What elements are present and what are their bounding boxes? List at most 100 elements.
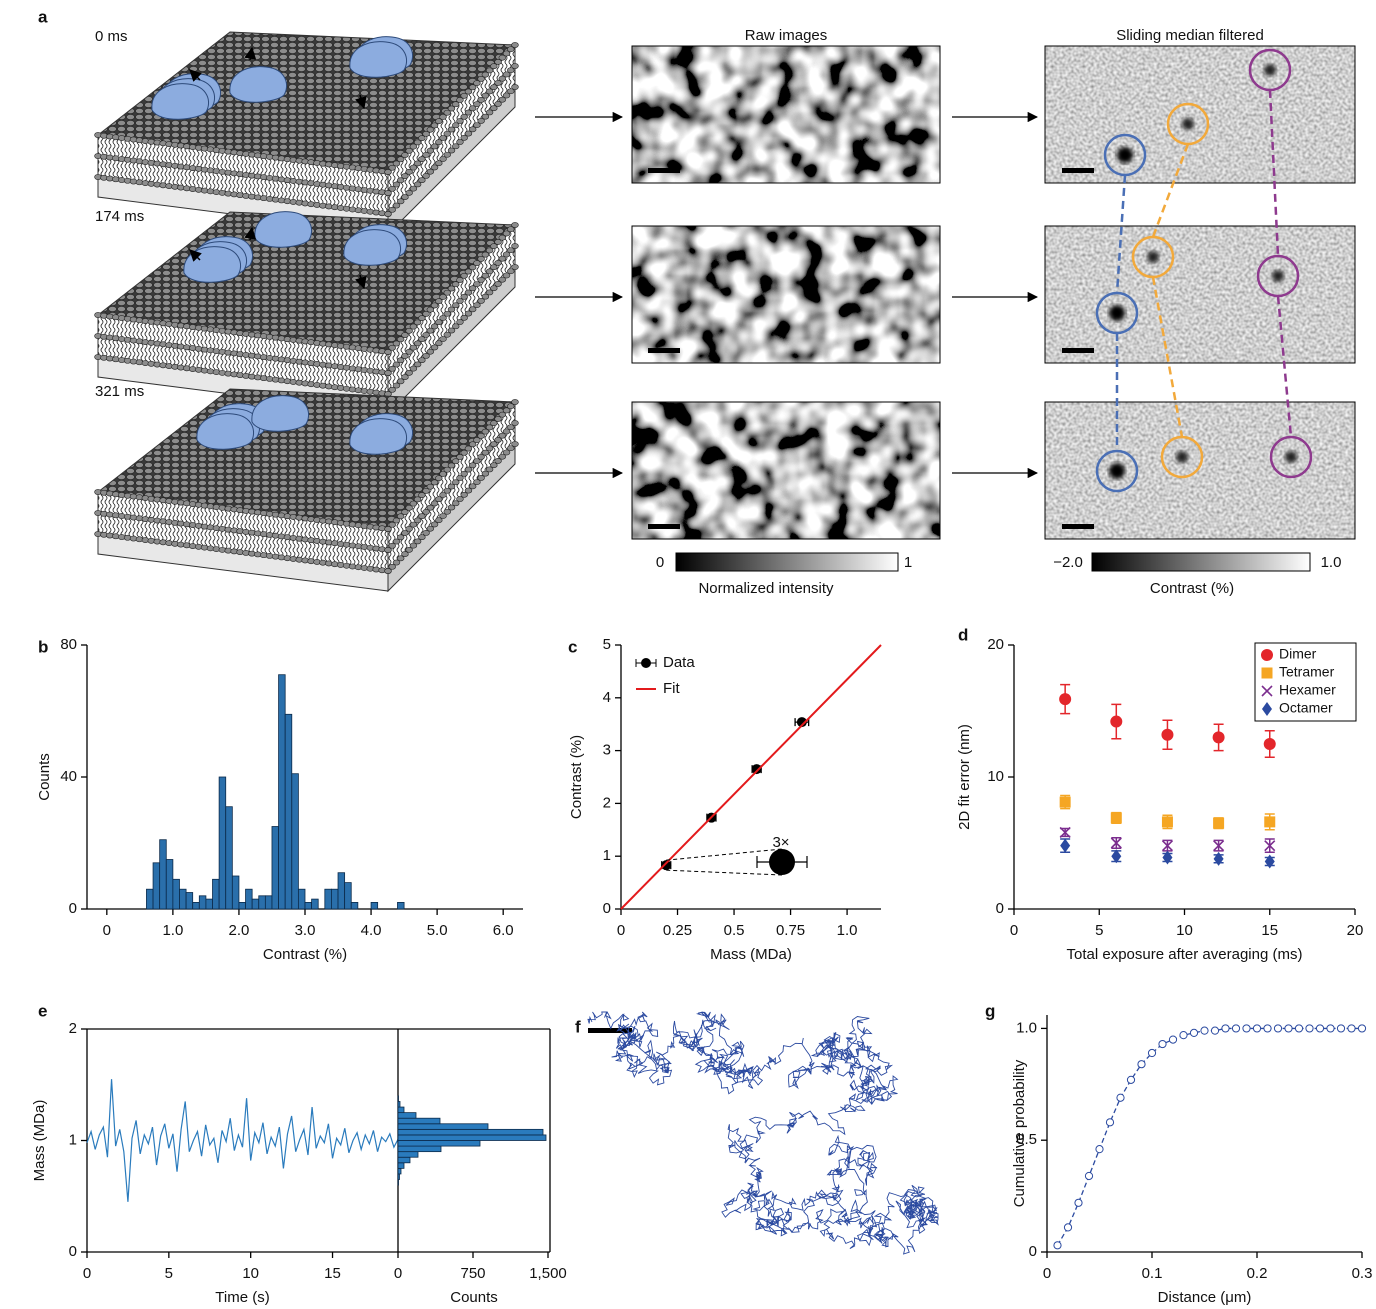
lipid-head <box>388 344 396 351</box>
lipid-head <box>481 449 490 456</box>
x-tick-label: 750 <box>460 1265 485 1282</box>
lipid-head <box>456 496 464 502</box>
particle <box>1109 463 1125 479</box>
lipid-head <box>481 293 490 300</box>
lipid-head <box>418 513 426 520</box>
point <box>1105 1118 1115 1127</box>
lipid-head <box>498 276 506 283</box>
marker <box>1110 837 1122 849</box>
lipid-head <box>494 416 502 422</box>
bar <box>397 902 405 910</box>
lipid-head <box>498 96 506 103</box>
bar <box>397 1151 419 1158</box>
x-tick-label: 10 <box>1176 922 1193 939</box>
particle <box>1176 451 1188 463</box>
lipid-head <box>460 470 468 477</box>
colorbar <box>1091 552 1311 572</box>
lipid-head <box>502 407 511 414</box>
lipid-head <box>456 277 464 283</box>
bar <box>397 1179 399 1186</box>
lipid-head <box>409 344 418 351</box>
marker <box>661 860 672 871</box>
lipid-head <box>473 437 481 443</box>
lipid-head <box>507 247 515 254</box>
bar <box>264 895 273 910</box>
lipid-head <box>397 555 405 562</box>
lipid-head <box>388 563 396 570</box>
lipid-head <box>397 177 405 184</box>
motion-arrow <box>244 46 257 61</box>
lipid-head <box>422 487 430 494</box>
y-tick-label: 80 <box>60 636 77 653</box>
lipid-head <box>430 143 439 150</box>
legend-label: Fit <box>663 680 680 697</box>
lipid-head <box>452 122 460 129</box>
lipid-head <box>409 164 418 171</box>
y-tick-label: 0.5 <box>1016 1131 1037 1148</box>
track-link <box>1151 143 1190 238</box>
lipid-head <box>413 517 422 524</box>
y-tick-label: 1 <box>69 1131 77 1148</box>
bar <box>397 1162 405 1169</box>
lipid-head <box>485 445 494 452</box>
lipid-head <box>511 42 519 48</box>
x-axis-label: Total exposure after averaging (ms) <box>1067 946 1303 963</box>
lipid-head <box>426 168 435 175</box>
lipid-head <box>502 71 511 78</box>
protein <box>229 66 288 103</box>
particle <box>1264 64 1276 76</box>
lipid-head <box>426 126 435 133</box>
lipid-head <box>464 130 473 137</box>
lipid-head <box>511 222 519 228</box>
lipid-head <box>477 96 485 103</box>
scale-bar <box>1062 348 1094 353</box>
timestamp: 0 ms <box>95 28 128 45</box>
point <box>1189 1028 1199 1037</box>
lipid-head <box>481 470 490 477</box>
lipid-head <box>456 454 464 460</box>
marker <box>1059 693 1072 706</box>
marker <box>641 658 651 668</box>
point <box>1126 1075 1136 1084</box>
lipid-head <box>511 399 519 405</box>
point <box>1273 1024 1283 1033</box>
trajectory <box>587 1011 939 1255</box>
lipid-head <box>435 496 443 503</box>
lipid-head <box>409 542 418 549</box>
lipid-head <box>418 492 426 499</box>
lipid-head <box>418 177 426 184</box>
lipid-head <box>485 88 494 95</box>
lipid-head <box>473 122 481 128</box>
lipid-head <box>473 80 481 86</box>
y-tick-label: 4 <box>603 689 611 706</box>
lipid-head <box>485 268 494 275</box>
y-tick-label: 0 <box>603 900 611 917</box>
x-tick-label: 3.0 <box>295 922 316 939</box>
marker <box>1213 817 1225 829</box>
image-frame <box>631 401 941 540</box>
point <box>1326 1024 1335 1033</box>
bar <box>146 888 154 910</box>
point <box>1315 1024 1325 1033</box>
y-tick-label: 1 <box>603 847 611 864</box>
lipid-head <box>413 139 422 146</box>
lipid-head <box>443 487 451 494</box>
x-axis-label: Distance (μm) <box>1158 1289 1252 1306</box>
lipid-head <box>468 264 477 271</box>
lipid-head <box>422 508 430 515</box>
bar <box>225 806 233 910</box>
y-axis-label: Mass (MDa) <box>31 1100 48 1182</box>
lipid-head <box>456 139 464 145</box>
particle-ring <box>1269 435 1313 479</box>
lipid-head <box>490 63 498 70</box>
lipid-head <box>430 344 439 351</box>
point <box>1053 1241 1062 1250</box>
lipid-head <box>422 352 430 359</box>
lipid-head <box>490 264 498 271</box>
lipid-head <box>443 466 451 473</box>
lipid-head <box>439 513 447 519</box>
lipid-head <box>460 293 468 300</box>
x-tick-label: 1,500 <box>529 1265 567 1282</box>
lipid-head <box>507 268 515 275</box>
image-frame <box>1044 401 1356 540</box>
